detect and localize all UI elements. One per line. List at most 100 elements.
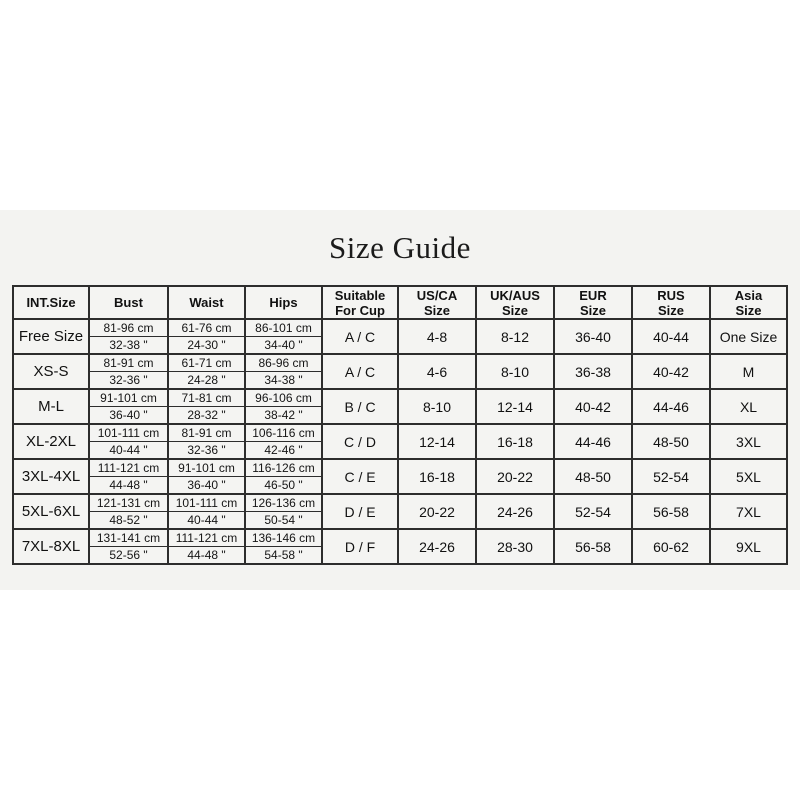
header-us-ca: US/CA Size — [397, 285, 477, 320]
cell-rus: 48-50 — [631, 423, 711, 460]
cell-waist-cm: 111-121 cm — [167, 528, 246, 547]
cell-bust-in: 44-48 " — [88, 476, 169, 495]
cell-bust-cm: 81-91 cm — [88, 353, 169, 372]
header-row: INT.Size Bust Waist Hips Suitable For Cu… — [12, 285, 788, 320]
cell-bust-cm: 131-141 cm — [88, 528, 169, 547]
cell-uk-aus: 28-30 — [475, 528, 555, 565]
cell-eur: 36-38 — [553, 353, 633, 390]
size-guide-panel: Size Guide INT.Size Bust Waist Hips Suit… — [0, 210, 800, 590]
cell-hips-cm: 126-136 cm — [244, 493, 323, 512]
cell-us-ca: 8-10 — [397, 388, 477, 425]
header-asia: Asia Size — [709, 285, 788, 320]
table-row: XL-2XL 101-111 cm 81-91 cm 106-116 cm C … — [12, 423, 788, 460]
cell-bust-in: 52-56 " — [88, 546, 169, 565]
cell-cup: C / D — [321, 423, 399, 460]
cell-hips-in: 34-38 " — [244, 371, 323, 390]
cell-eur: 44-46 — [553, 423, 633, 460]
header-rus: RUS Size — [631, 285, 711, 320]
cell-waist-in: 32-36 " — [167, 441, 246, 460]
page-title: Size Guide — [329, 230, 471, 265]
cell-hips-cm: 116-126 cm — [244, 458, 323, 477]
size-table: INT.Size Bust Waist Hips Suitable For Cu… — [12, 285, 788, 565]
cell-eur: 48-50 — [553, 458, 633, 495]
table-row: 7XL-8XL 131-141 cm 111-121 cm 136-146 cm… — [12, 528, 788, 565]
table-row-inches: 52-56 " 44-48 " 54-58 " — [13, 546, 787, 565]
cell-bust-cm: 91-101 cm — [88, 388, 169, 407]
cell-cup: A / C — [321, 353, 399, 390]
table-row-inches: 32-38 " 24-30 " 34-40 " — [13, 336, 787, 355]
header-int-size: INT.Size — [12, 285, 90, 320]
cell-hips-in: 42-46 " — [244, 441, 323, 460]
cell-asia: 9XL — [709, 528, 788, 565]
cell-rus: 40-42 — [631, 353, 711, 390]
cell-us-ca: 20-22 — [397, 493, 477, 530]
cell-hips-in: 54-58 " — [244, 546, 323, 565]
cell-int-size: 3XL-4XL — [12, 458, 90, 495]
table-row: 5XL-6XL 121-131 cm 101-111 cm 126-136 cm… — [12, 493, 788, 530]
cell-asia: M — [709, 353, 788, 390]
header-bust: Bust — [88, 285, 169, 320]
cell-waist-cm: 81-91 cm — [167, 423, 246, 442]
cell-us-ca: 16-18 — [397, 458, 477, 495]
table-row: 3XL-4XL 111-121 cm 91-101 cm 116-126 cm … — [12, 458, 788, 495]
cell-us-ca: 4-6 — [397, 353, 477, 390]
cell-hips-cm: 86-96 cm — [244, 353, 323, 372]
cell-int-size: Free Size — [12, 318, 90, 355]
cell-waist-in: 28-32 " — [167, 406, 246, 425]
cell-uk-aus: 12-14 — [475, 388, 555, 425]
table-row: XS-S 81-91 cm 61-71 cm 86-96 cm A / C 4-… — [12, 353, 788, 390]
cell-cup: D / F — [321, 528, 399, 565]
table-row-inches: 48-52 " 40-44 " 50-54 " — [13, 511, 787, 530]
header-uk-aus: UK/AUS Size — [475, 285, 555, 320]
cell-waist-cm: 101-111 cm — [167, 493, 246, 512]
cell-int-size: 5XL-6XL — [12, 493, 90, 530]
cell-int-size: XL-2XL — [12, 423, 90, 460]
cell-eur: 52-54 — [553, 493, 633, 530]
cell-asia: XL — [709, 388, 788, 425]
table-row: M-L 91-101 cm 71-81 cm 96-106 cm B / C 8… — [12, 388, 788, 425]
cell-uk-aus: 8-12 — [475, 318, 555, 355]
cell-hips-in: 34-40 " — [244, 336, 323, 355]
cell-hips-cm: 136-146 cm — [244, 528, 323, 547]
cell-int-size: M-L — [12, 388, 90, 425]
cell-asia: 3XL — [709, 423, 788, 460]
cell-eur: 40-42 — [553, 388, 633, 425]
cell-waist-in: 24-30 " — [167, 336, 246, 355]
cell-int-size: XS-S — [12, 353, 90, 390]
cell-bust-in: 40-44 " — [88, 441, 169, 460]
cell-cup: D / E — [321, 493, 399, 530]
header-cup: Suitable For Cup — [321, 285, 399, 320]
cell-asia: 5XL — [709, 458, 788, 495]
cell-waist-cm: 61-71 cm — [167, 353, 246, 372]
cell-hips-cm: 86-101 cm — [244, 318, 323, 337]
table-row: Free Size 81-96 cm 61-76 cm 86-101 cm A … — [12, 318, 788, 355]
cell-us-ca: 12-14 — [397, 423, 477, 460]
cell-bust-cm: 111-121 cm — [88, 458, 169, 477]
header-hips: Hips — [244, 285, 323, 320]
cell-hips-in: 38-42 " — [244, 406, 323, 425]
cell-rus: 40-44 — [631, 318, 711, 355]
cell-cup: C / E — [321, 458, 399, 495]
cell-uk-aus: 16-18 — [475, 423, 555, 460]
cell-cup: B / C — [321, 388, 399, 425]
cell-waist-in: 24-28 " — [167, 371, 246, 390]
cell-asia: 7XL — [709, 493, 788, 530]
cell-eur: 36-40 — [553, 318, 633, 355]
cell-us-ca: 24-26 — [397, 528, 477, 565]
header-eur: EUR Size — [553, 285, 633, 320]
cell-rus: 52-54 — [631, 458, 711, 495]
cell-asia: One Size — [709, 318, 788, 355]
cell-waist-cm: 71-81 cm — [167, 388, 246, 407]
table-row-inches: 40-44 " 32-36 " 42-46 " — [13, 441, 787, 460]
cell-bust-in: 32-38 " — [88, 336, 169, 355]
cell-bust-in: 32-36 " — [88, 371, 169, 390]
cell-waist-cm: 91-101 cm — [167, 458, 246, 477]
cell-uk-aus: 24-26 — [475, 493, 555, 530]
cell-uk-aus: 20-22 — [475, 458, 555, 495]
header-waist: Waist — [167, 285, 246, 320]
cell-int-size: 7XL-8XL — [12, 528, 90, 565]
cell-bust-cm: 101-111 cm — [88, 423, 169, 442]
cell-waist-cm: 61-76 cm — [167, 318, 246, 337]
cell-bust-in: 36-40 " — [88, 406, 169, 425]
